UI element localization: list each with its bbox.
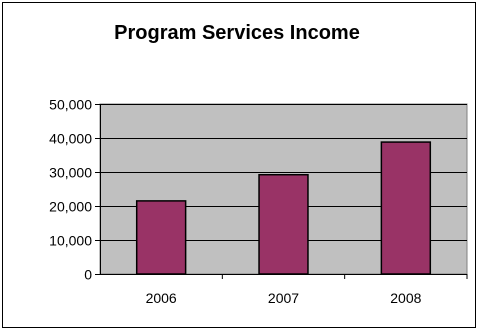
- bar-2007: [258, 173, 309, 275]
- chart-title: Program Services Income: [114, 22, 360, 44]
- y-tick-label: 40,000: [49, 131, 92, 147]
- bar-2008: [380, 141, 432, 275]
- y-tick-label: 30,000: [49, 165, 92, 181]
- y-tick-label: 20,000: [49, 199, 92, 215]
- x-tick-label: 2006: [146, 290, 177, 306]
- bar-2006: [135, 200, 187, 275]
- y-tick-label: 50,000: [49, 97, 92, 113]
- x-tick-label: 2007: [268, 290, 299, 306]
- y-tick-label: 10,000: [49, 233, 92, 249]
- x-tick-label: 2008: [390, 290, 421, 306]
- y-tick-label: 0: [84, 267, 92, 283]
